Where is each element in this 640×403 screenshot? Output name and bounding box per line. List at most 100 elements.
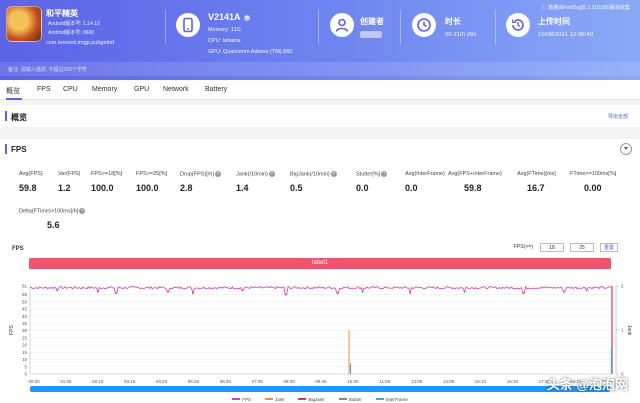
tab-overview[interactable]: 概览: [6, 88, 20, 95]
help-icon[interactable]: ?: [268, 171, 275, 177]
tab-network[interactable]: Network: [163, 86, 189, 93]
legend-label: Jank: [274, 396, 285, 402]
metric-avg-fps-interframe: Avg(FPS+InterFrame) 59.8: [448, 171, 502, 193]
x-tick-label: 09:45: [315, 379, 327, 384]
y-right-axis-title: Jank: [626, 325, 632, 336]
label-band[interactable]: label1: [29, 258, 611, 269]
info-icon: ⓘ: [541, 5, 547, 11]
fps-min-input[interactable]: 18: [540, 243, 564, 252]
android-code: Android版本号: 9600: [48, 30, 95, 36]
x-tick-label: 16:15: [507, 379, 519, 384]
fps-dip-point: [56, 289, 59, 292]
fps-max-input[interactable]: 25: [570, 243, 594, 252]
metric-value: 0.5: [290, 183, 303, 194]
help-icon[interactable]: ?: [214, 171, 221, 177]
y-tick-label: 10: [22, 357, 28, 362]
help-icon[interactable]: ?: [381, 171, 388, 177]
legend-item-stutter[interactable]: Stutter: [338, 395, 362, 403]
metric-value: 0.00: [584, 183, 602, 193]
phone-icon: [176, 13, 200, 37]
legend-item-fps[interactable]: FPS: [232, 395, 251, 403]
metric-value: 0.0: [405, 183, 418, 193]
metric-label: Delta(FTime)>100ms[/h]: [19, 208, 79, 215]
duration-value: 0h 21m 26s: [445, 32, 477, 38]
metric-fps-25: FPS>=25[%] 100.0: [136, 171, 167, 193]
legend-label: FPS: [242, 396, 251, 402]
tab-memory[interactable]: Memory: [92, 86, 118, 93]
metric-value: 100.0: [91, 183, 114, 193]
metric-value: 59.8: [19, 183, 37, 193]
metric-ftime-100: FTime>=100ms[%] 0.00: [570, 171, 616, 193]
metric-bigjank: BigJank(/10min)? 0.5: [290, 171, 337, 193]
legend-item-jank[interactable]: Jank: [264, 395, 285, 403]
chart-title: FPS: [12, 246, 24, 252]
fps-dip-point: [522, 292, 525, 295]
device-cpu: CPU: lahaina: [208, 38, 241, 44]
fps-panel: FPS: [0, 139, 640, 403]
x-tick-label: 18:25: [570, 379, 582, 384]
fps-series-line: [29, 285, 612, 296]
help-icon[interactable]: ?: [79, 208, 86, 214]
y-tick-label: 15: [22, 350, 28, 355]
overview-panel: 概览 导出全部: [0, 105, 640, 127]
user-icon: [330, 13, 354, 37]
y-tick-label: 25: [22, 335, 28, 340]
section-marker: [5, 144, 7, 154]
x-tick-label: 13:00: [411, 379, 423, 384]
tab-gpu[interactable]: GPU: [134, 86, 150, 93]
remark-bar[interactable]: 备注: 请输入描述, 不超过200个字符: [0, 62, 640, 76]
export-all-button[interactable]: 导出全部: [607, 114, 628, 120]
y-axis-title: FPS: [9, 324, 15, 334]
x-tick-label: 11:55: [379, 379, 390, 384]
metric-stutter: Stutter[%]? 0.0: [356, 171, 388, 193]
tab-battery[interactable]: Battery: [205, 86, 228, 93]
metric-label: FPS>=25[%]: [136, 171, 168, 177]
scrollbar-thumb[interactable]: [30, 386, 610, 392]
info-icon[interactable]: ?: [243, 14, 250, 21]
device-gpu: GPU: Qualcomm Adreno (TM) 660: [208, 49, 293, 55]
device-name: V2141A ?: [208, 12, 250, 22]
help-icon[interactable]: ?: [330, 171, 337, 177]
fps-range-label: FPS(>=): [514, 244, 533, 250]
x-tick-label: 07:35: [252, 379, 264, 384]
fps-chart[interactable]: 0 5 10 15 20 25 30 35 40 45 50 55 61 0 1 2 00:00 01:05 02:…: [0, 270, 640, 386]
legend-item-bigjank[interactable]: BigJank: [298, 395, 325, 403]
fps-title: FPS: [11, 145, 27, 154]
metric-avg-ftime: Avg(FTime)[ms] 16.7: [517, 171, 556, 193]
metric-var-fps: Var(FPS) 1.2: [58, 171, 81, 193]
metric-label: Var(FPS): [58, 171, 81, 177]
upload-value: 15/08/2021 12:48:40: [538, 32, 594, 38]
collapse-button[interactable]: [620, 143, 632, 155]
divider: [495, 10, 496, 44]
tab-cpu[interactable]: CPU: [63, 86, 78, 93]
x-tick-label: 10:50: [347, 379, 359, 384]
x-tick-label: 14:05: [443, 379, 455, 384]
fps-dip-point: [284, 293, 287, 296]
device-memory: Memory: 11G: [208, 27, 241, 33]
tab-fps[interactable]: FPS: [37, 86, 51, 93]
fps-dip-point: [409, 292, 412, 295]
fps-dip-point: [585, 289, 588, 292]
remark-placeholder: 备注: 请输入描述, 不超过200个字符: [8, 67, 87, 73]
metric-label: Avg(InterFrame): [405, 171, 445, 177]
y-tick-label: 35: [22, 321, 28, 326]
metric-value: 100.0: [136, 183, 159, 193]
perfdog-version-text: 数据由PerfDog(5.1.210300)版本收集: [548, 5, 630, 11]
y-tick-label: 50: [22, 299, 28, 304]
timeline-scrollbar[interactable]: [30, 386, 610, 392]
y-tick-label: 61: [22, 284, 28, 289]
x-tick-label: 01:05: [60, 379, 72, 384]
android-version: Android版本号: 1.14.10: [48, 21, 100, 27]
y-tick-label: 40: [22, 314, 28, 319]
perfdog-version-link[interactable]: ⓘ 数据由PerfDog(5.1.210300)版本收集: [541, 4, 630, 11]
package-name: com.tencent.tmgp.pubgmhd: [46, 40, 115, 46]
fps-dip-point: [463, 290, 466, 293]
fps-dip-point: [241, 289, 244, 292]
reset-button[interactable]: 重置: [600, 243, 618, 252]
y-tick-label: 0: [24, 372, 27, 377]
x-tick-label: 00:00: [28, 379, 40, 384]
metric-label: Drop(FPS)[/h]: [180, 171, 214, 178]
legend-item-interframe[interactable]: InterFrame: [375, 395, 408, 403]
legend-label: InterFrame: [385, 396, 408, 402]
